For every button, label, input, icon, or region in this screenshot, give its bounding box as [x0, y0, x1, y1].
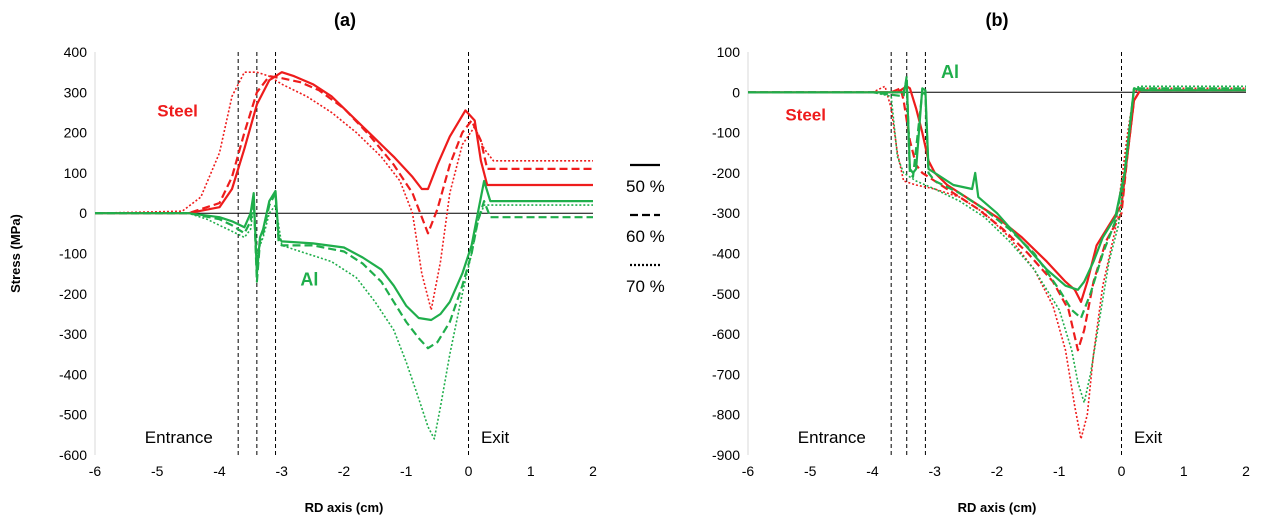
panel-a-title: (a) — [334, 10, 356, 30]
panel-a-annotation: Steel — [157, 101, 198, 120]
panel-b-series-al-solid — [748, 79, 1246, 291]
panel-a-xtick-label: -6 — [89, 463, 102, 479]
panel-a-annotation: Entrance — [145, 428, 213, 447]
panel-a-series-al-dotted — [95, 204, 593, 440]
panel-b-series-steel-dotted — [748, 85, 1246, 440]
panel-b-ytick-label: -200 — [712, 165, 740, 181]
panel-b-xtick-label: -5 — [804, 463, 817, 479]
panel-a-ytick-label: -500 — [59, 407, 87, 423]
panel-a-ytick-label: 200 — [64, 125, 88, 141]
legend-label: 70 % — [626, 277, 665, 296]
panel-b-ytick-label: 100 — [717, 44, 741, 60]
panel-b-xtick-label: 2 — [1242, 463, 1250, 479]
panel-a-series-steel-dashed — [95, 75, 593, 235]
panel-a-series-al-solid — [95, 179, 593, 322]
panel-b-annotation: Steel — [785, 106, 826, 125]
panel-b-ytick-label: -100 — [712, 125, 740, 141]
panel-a-ytick-label: -100 — [59, 246, 87, 262]
panel-b-series-al-dotted — [748, 85, 1246, 404]
panel-a-xtick-label: 0 — [465, 463, 473, 479]
panel-b-xtick-label: -6 — [742, 463, 755, 479]
panel-b-xtick-label: 0 — [1118, 463, 1126, 479]
panel-a-series-al-dashed — [95, 192, 593, 350]
panel-a-ytick-label: 400 — [64, 44, 88, 60]
panel-a-xtick-label: 1 — [527, 463, 535, 479]
panel-a-ytick-label: -200 — [59, 286, 87, 302]
panel-a-ytick-label: 100 — [64, 165, 88, 181]
panel-b-ytick-label: -600 — [712, 326, 740, 342]
panel-b-ytick-label: 0 — [732, 84, 740, 100]
panel-b-annotation: Exit — [1134, 428, 1163, 447]
panel-b-annotation: Entrance — [798, 428, 866, 447]
panel-b-xtick-label: -1 — [1053, 463, 1066, 479]
panel-a-xtick-label: -4 — [213, 463, 226, 479]
panel-b-ytick-label: -700 — [712, 366, 740, 382]
legend-label: 50 % — [626, 177, 665, 196]
panel-a-x-axis-label: RD axis (cm) — [305, 500, 384, 515]
panel-b-ytick-label: -500 — [712, 286, 740, 302]
panel-b-ytick-label: -900 — [712, 447, 740, 463]
panel-b-ytick-label: -800 — [712, 407, 740, 423]
panel-b-series-steel-dashed — [748, 87, 1246, 352]
panel-b-xtick-label: -4 — [866, 463, 879, 479]
panel-a-xtick-label: -1 — [400, 463, 413, 479]
panel-b-annotation: Al — [941, 62, 959, 82]
panel-b-x-axis-label: RD axis (cm) — [958, 500, 1037, 515]
panel-a-series-steel-solid — [95, 71, 593, 215]
panel-b-ytick-label: -300 — [712, 205, 740, 221]
panel-a-ytick-label: -600 — [59, 447, 87, 463]
panel-a-ytick-label: 0 — [79, 205, 87, 221]
panel-b-series-al-dashed — [748, 75, 1246, 320]
panel-b-ytick-label: -400 — [712, 246, 740, 262]
panel-a-ytick-label: -400 — [59, 366, 87, 382]
panel-a-ytick-label: -300 — [59, 326, 87, 342]
panel-b-xtick-label: -3 — [929, 463, 942, 479]
panel-a-annotation: Exit — [481, 428, 510, 447]
panel-a-xtick-label: 2 — [589, 463, 597, 479]
panel-a-annotation: Al — [300, 270, 318, 290]
panel-b-title: (b) — [986, 10, 1009, 30]
panel-b-xtick-label: 1 — [1180, 463, 1188, 479]
legend-label: 60 % — [626, 227, 665, 246]
panel-a-ytick-label: 300 — [64, 84, 88, 100]
panel-a-xtick-label: -5 — [151, 463, 164, 479]
panel-b-xtick-label: -2 — [991, 463, 1004, 479]
panel-a-xtick-label: -2 — [338, 463, 351, 479]
panel-a-xtick-label: -3 — [276, 463, 289, 479]
panel-a-y-axis-label: Stress (MPa) — [8, 214, 23, 293]
